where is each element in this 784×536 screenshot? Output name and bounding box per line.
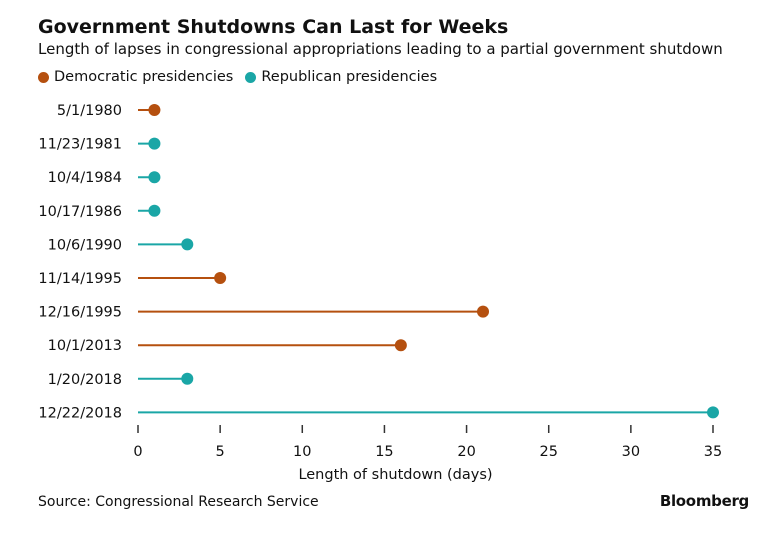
lollipop-point	[477, 305, 489, 318]
row-label: 11/14/1995	[38, 271, 122, 287]
lollipop-point	[181, 372, 194, 385]
x-tick-label: 5	[216, 444, 225, 460]
row-label: 1/20/2018	[48, 372, 122, 388]
x-tick-label: 35	[704, 444, 722, 460]
x-tick-label: 30	[622, 444, 640, 460]
lollipop-point	[148, 204, 161, 217]
source-note: Source: Congressional Research Service	[38, 494, 319, 510]
lollipop-chart: 5/1/1980 11/23/1981 10/4/1984 10/17/1986 10/…	[38, 103, 722, 483]
chart-title: Government Shutdowns Can Last for Weeks	[38, 16, 509, 38]
x-axis-label: Length of shutdown (days)	[298, 467, 492, 483]
row-label: 10/17/1986	[38, 204, 122, 220]
legend-item-republican: Republican presidencies	[245, 69, 437, 85]
lollipop-point	[181, 238, 194, 251]
legend-label-republican: Republican presidencies	[261, 69, 438, 85]
legend-swatch-democratic	[38, 71, 49, 83]
lollipop-point	[394, 339, 407, 352]
row-label: 10/6/1990	[48, 237, 122, 253]
x-tick-label: 15	[375, 444, 393, 460]
brand-logo: Bloomberg	[659, 492, 749, 510]
legend-label-democratic: Democratic presidencies	[54, 69, 234, 85]
lollipop-point	[707, 406, 719, 419]
row-label: 10/4/1984	[48, 170, 122, 186]
x-tick-label: 0	[133, 444, 142, 460]
row-label: 10/1/2013	[48, 338, 122, 354]
lollipop-point	[148, 104, 161, 116]
lollipop-point	[214, 272, 227, 284]
chart-subtitle: Length of lapses in congressional approp…	[38, 40, 723, 58]
x-tick-label: 25	[539, 444, 557, 460]
legend-swatch-republican	[245, 71, 257, 83]
row-label: 5/1/1980	[57, 103, 122, 119]
lollipop-point	[148, 171, 161, 184]
row-label: 11/23/1981	[38, 137, 122, 153]
legend: Democratic presidencies Republican presi…	[38, 69, 449, 85]
row-label: 12/22/2018	[38, 405, 122, 421]
legend-item-democratic: Democratic presidencies	[38, 69, 233, 85]
lollipop-point	[148, 137, 161, 150]
row-label: 12/16/1995	[38, 305, 122, 321]
x-tick-label: 10	[293, 444, 311, 460]
x-tick-label: 20	[457, 444, 475, 460]
